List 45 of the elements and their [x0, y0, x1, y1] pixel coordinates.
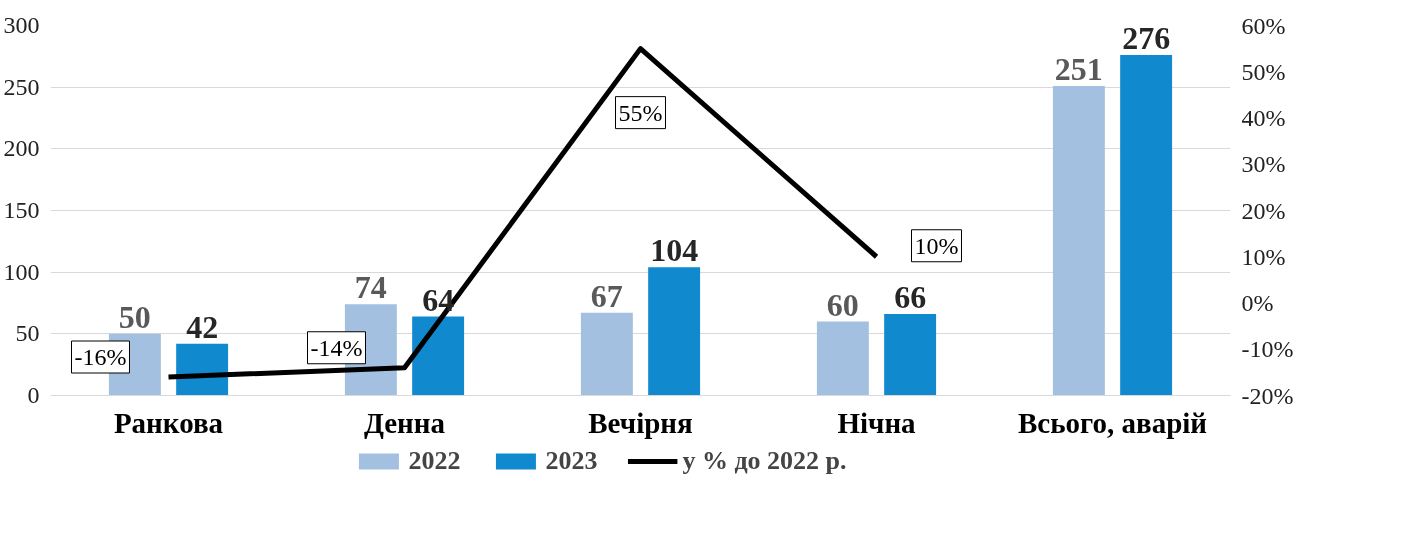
y2-tick-label: 30%	[1241, 151, 1286, 178]
y-tick-label: 150	[3, 197, 40, 223]
y-tick-label: 100	[3, 258, 40, 285]
y-tick-label: 50	[15, 320, 40, 347]
data-label: -14%	[310, 334, 363, 361]
x-tick-label: Вечірня	[588, 406, 693, 439]
data-label: 60	[826, 286, 859, 323]
data-label: -16%	[74, 344, 127, 370]
x-tick-label: Ранкова	[113, 406, 224, 439]
data-label: 104	[650, 232, 699, 269]
data-label: 67	[590, 277, 623, 314]
legend-label: 2023	[545, 446, 598, 476]
data-label: 251	[1054, 50, 1103, 87]
bar	[580, 312, 633, 396]
data-label: 50	[118, 298, 151, 335]
bar	[816, 321, 869, 396]
legend-label: у % до 2022 р.	[682, 446, 847, 476]
y2-tick-label: 10%	[1241, 243, 1286, 270]
bar	[1052, 85, 1105, 396]
x-tick-label: Нічна	[837, 406, 917, 439]
y2-tick-label: 40%	[1241, 105, 1286, 131]
legend-label: 2022	[408, 446, 461, 476]
y2-tick-label: 60%	[1241, 12, 1286, 39]
data-label: 74	[354, 269, 387, 306]
bar	[1120, 55, 1173, 396]
bar	[412, 316, 465, 396]
y2-tick-label: 20%	[1241, 197, 1286, 224]
x-tick-label: Всього, аварій	[1017, 406, 1208, 439]
y2-tick-label: -10%	[1241, 336, 1294, 363]
x-tick-label: Денна	[363, 406, 446, 439]
data-label: 66	[894, 279, 927, 316]
data-label: 42	[186, 308, 219, 345]
data-label: 55%	[618, 99, 663, 126]
y2-tick-label: 0%	[1241, 290, 1274, 316]
data-label: 276	[1122, 20, 1171, 57]
data-label: 64	[422, 281, 455, 318]
y-tick-label: 300	[3, 12, 40, 38]
y2-tick-label: -20%	[1241, 382, 1294, 409]
data-label: 10%	[914, 232, 959, 259]
y-tick-label: 250	[3, 73, 40, 100]
bar	[884, 314, 937, 396]
y2-tick-label: 50%	[1241, 58, 1286, 85]
bar	[648, 267, 701, 396]
y-tick-label: 0	[27, 382, 40, 408]
y-tick-label: 200	[3, 135, 40, 162]
